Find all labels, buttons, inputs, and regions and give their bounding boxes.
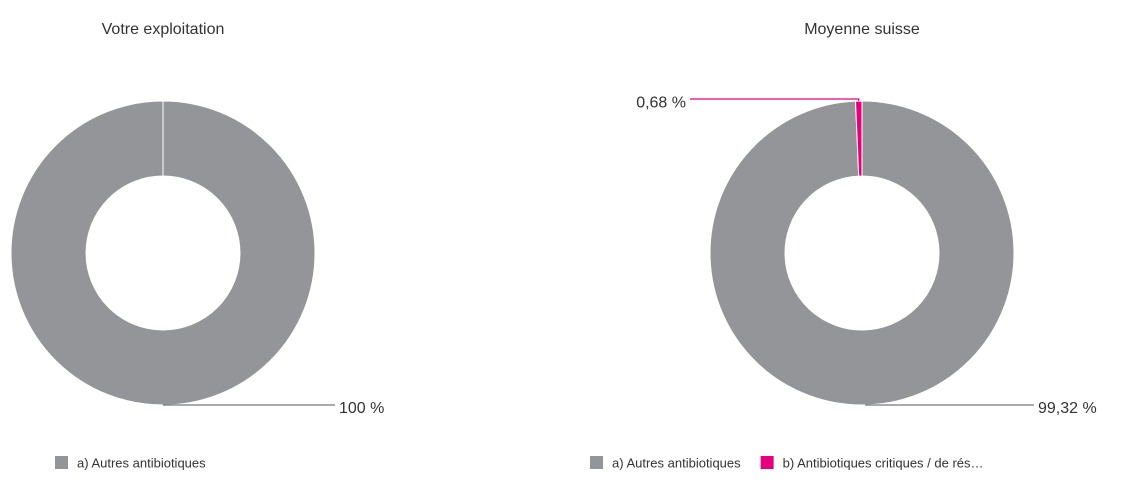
legend-swatch [760,456,774,469]
donut-slice [854,100,863,177]
value-label: 0,68 % [636,94,686,111]
chart-title: Votre exploitation [102,21,225,38]
legend-label: a) Autres antibiotiques [77,455,206,470]
value-label: 100 % [339,400,384,417]
value-label: 99,32 % [1038,400,1097,417]
chart-title: Moyenne suisse [804,21,920,38]
legend-label: a) Autres antibiotiques [612,455,741,470]
legend-swatch [55,456,68,469]
legend-swatch [590,456,603,469]
leader-line [690,98,860,102]
donut-slice [10,100,316,406]
legend-label: b) Antibiotiques critiques / de rés… [783,455,984,470]
donut-slice [709,100,1015,406]
